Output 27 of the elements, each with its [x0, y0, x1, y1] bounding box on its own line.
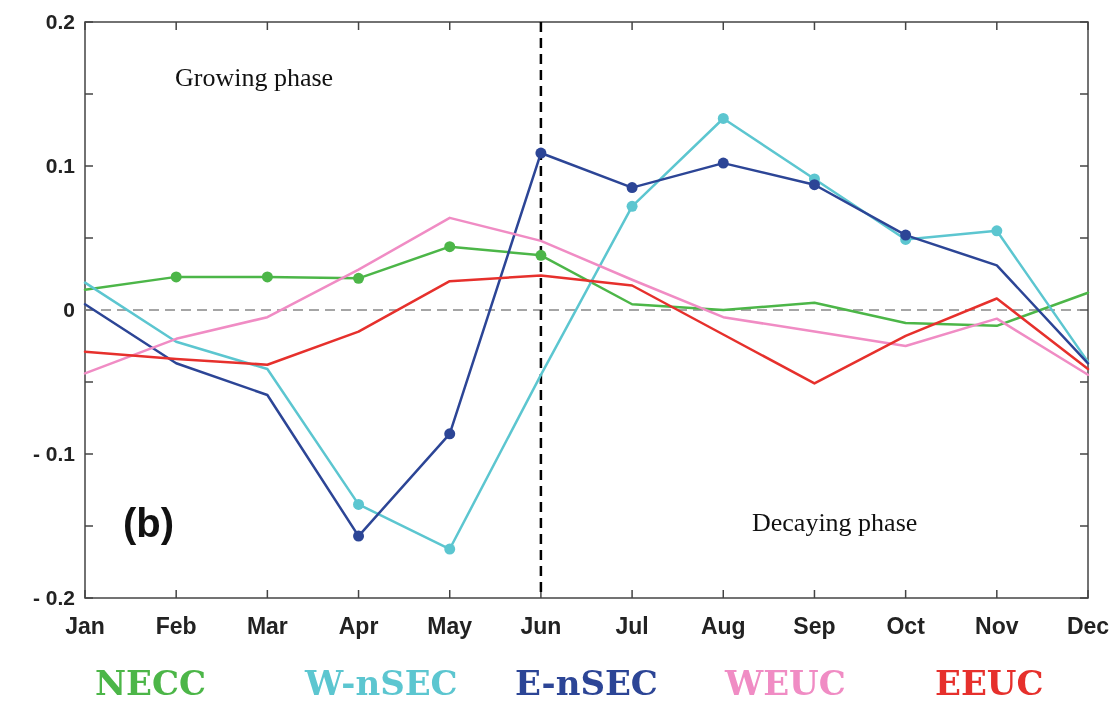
line-series	[83, 216, 1090, 377]
annotation: Decaying phase	[752, 508, 918, 537]
y-tick-label: - 0.2	[32, 586, 75, 610]
x-tick-label: Apr	[338, 613, 379, 639]
text: NECC	[95, 663, 207, 703]
annotation: (b)	[123, 501, 175, 545]
x-tick-label: Jun	[520, 613, 562, 639]
x-tick-label: May	[427, 613, 473, 639]
x-tick-label: Jan	[65, 613, 105, 639]
x-tick-label: Jul	[615, 613, 649, 639]
line-series	[83, 274, 1090, 385]
y-tick-label: - 0.1	[32, 442, 76, 466]
x-tick-label: Aug	[700, 613, 746, 639]
x-tick-label: Sep	[793, 613, 836, 639]
text: WEUC	[724, 663, 846, 703]
annotation: Growing phase	[175, 63, 334, 92]
text: EEUC	[935, 663, 1044, 703]
x-tick-label: Nov	[975, 613, 1019, 639]
x-tick-label: Oct	[886, 613, 926, 639]
x-tick-label: Feb	[155, 613, 197, 639]
x-tick-label: Dec	[1066, 613, 1110, 639]
text: W-nSEC	[304, 663, 458, 703]
y-tick-label: 0.2	[45, 10, 75, 34]
x-tick-label: Mar	[246, 613, 288, 639]
y-tick-label: 0	[63, 298, 75, 322]
text: E-nSEC	[515, 663, 658, 703]
y-tick-label: 0.1	[45, 154, 76, 178]
